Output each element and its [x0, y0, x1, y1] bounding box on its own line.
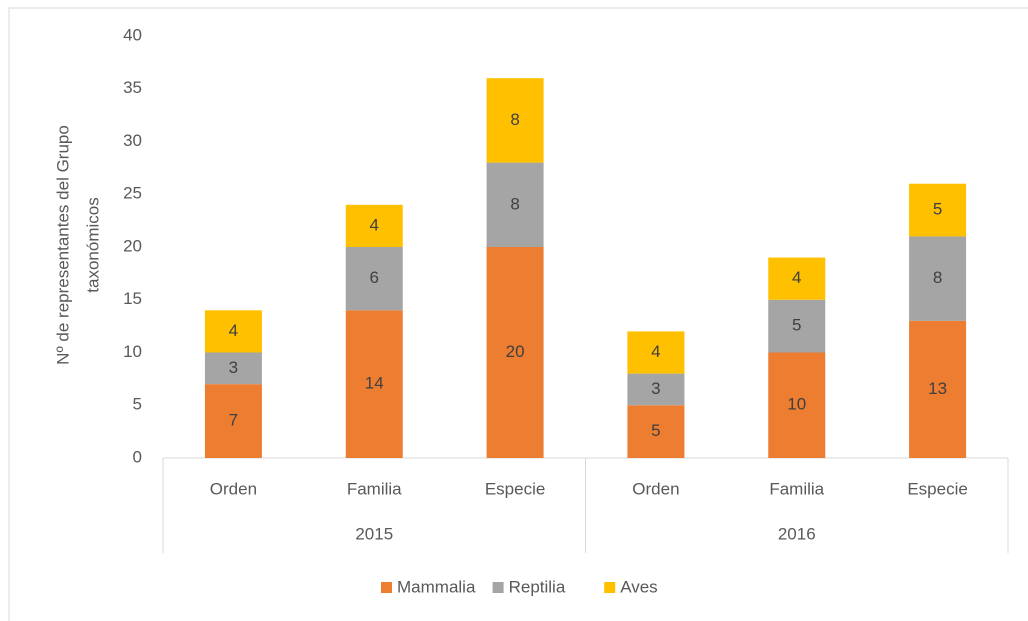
data-label: 6	[370, 268, 379, 287]
x-tick-label: Familia	[769, 479, 824, 498]
data-label: 13	[928, 379, 947, 398]
bar-segment	[768, 299, 826, 353]
legend-swatch	[492, 582, 504, 593]
bar-segment	[345, 204, 403, 247]
x-tick-label: Familia	[347, 479, 402, 498]
data-label: 4	[229, 321, 238, 340]
bar-segment	[627, 405, 685, 458]
bar-segment	[486, 247, 544, 458]
bar-segment	[627, 331, 685, 374]
bar-segment	[627, 373, 685, 406]
y-tick-label: 40	[123, 25, 142, 44]
x-tick-label: Especie	[485, 479, 545, 498]
data-label: 5	[651, 421, 660, 440]
bar-segment	[486, 78, 544, 163]
group-label: 2016	[778, 524, 816, 543]
bar-segment	[204, 310, 262, 353]
data-label: 7	[229, 411, 238, 430]
bar-segment	[486, 162, 544, 247]
bar-segment	[345, 247, 403, 311]
x-tick-label: Especie	[907, 479, 967, 498]
y-tick-label: 35	[123, 78, 142, 97]
y-axis-label: Nº de representantes del Grupo	[53, 125, 72, 365]
legend-label: Reptilia	[509, 577, 566, 596]
legend-label: Mammalia	[397, 577, 476, 596]
data-label: 3	[229, 358, 238, 377]
bar-segment	[768, 352, 826, 458]
data-label: 8	[510, 194, 519, 213]
data-label: 4	[792, 268, 801, 287]
y-tick-label: 30	[123, 131, 142, 150]
chart-border	[8, 7, 1028, 621]
bar-segment	[768, 257, 826, 300]
y-tick-label: 25	[123, 184, 142, 203]
data-label: 5	[933, 200, 942, 219]
bar-segment	[909, 183, 967, 237]
y-tick-label: 15	[123, 289, 142, 308]
y-tick-label: 20	[123, 236, 142, 255]
bar-segment	[204, 352, 262, 385]
data-label: 5	[792, 316, 801, 335]
x-tick-label: Orden	[210, 479, 257, 498]
data-label: 8	[933, 268, 942, 287]
data-label: 10	[787, 395, 806, 414]
data-label: 4	[370, 215, 379, 234]
data-label: 8	[510, 110, 519, 129]
legend-swatch	[381, 582, 392, 593]
group-label: 2015	[355, 524, 393, 543]
x-tick-label: Orden	[632, 479, 679, 498]
y-axis-label: taxonómicos	[83, 197, 102, 292]
y-tick-label: 0	[133, 447, 142, 466]
bar-segment	[345, 310, 403, 458]
data-label: 20	[506, 342, 525, 361]
data-label: 3	[651, 379, 660, 398]
bar-segment	[909, 320, 967, 458]
y-tick-label: 5	[133, 395, 142, 414]
legend-label: Aves	[620, 577, 658, 596]
y-tick-label: 10	[123, 342, 142, 361]
bar-segment	[909, 236, 967, 321]
legend-swatch	[604, 582, 616, 593]
bar-segment	[204, 384, 262, 458]
data-label: 14	[365, 374, 384, 393]
data-label: 4	[651, 342, 660, 361]
